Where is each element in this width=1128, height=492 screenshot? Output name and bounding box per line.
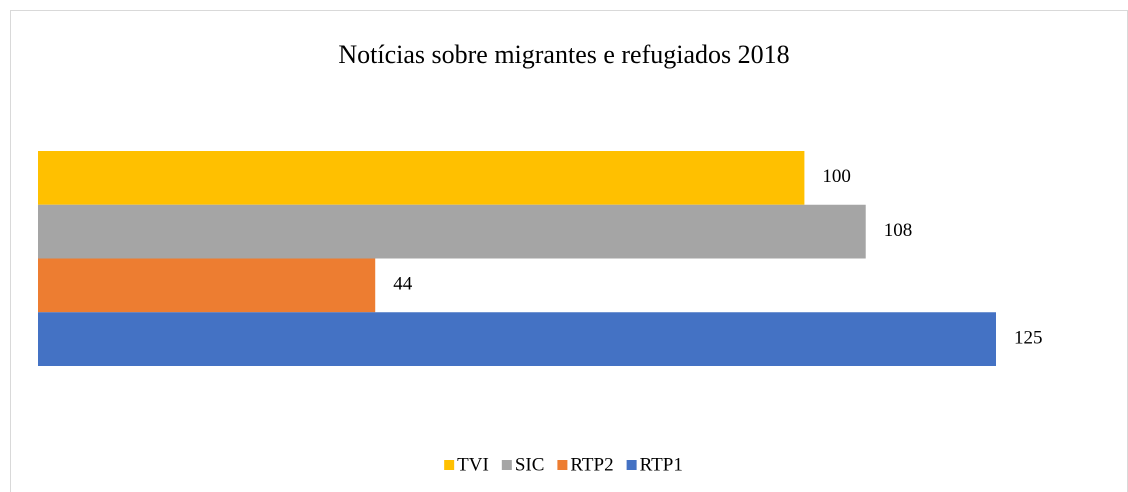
data-label: 108 (884, 220, 913, 241)
legend-swatch (557, 460, 568, 470)
legend-label: RTP2 (570, 454, 613, 475)
bar (38, 312, 996, 366)
bar (38, 204, 866, 259)
data-label: 100 (822, 166, 851, 187)
bar (38, 151, 805, 205)
data-label: 44 (393, 274, 413, 295)
bar (38, 258, 376, 313)
legend-swatch (626, 460, 637, 470)
legend-swatch (444, 460, 455, 470)
data-label: 125 (1014, 327, 1043, 348)
legend-label: RTP1 (640, 454, 683, 475)
legend-label: SIC (515, 454, 545, 475)
legend-swatch (501, 460, 512, 470)
legend-label: TVI (457, 454, 489, 475)
chart-title: Notícias sobre migrantes e refugiados 20… (338, 40, 789, 69)
